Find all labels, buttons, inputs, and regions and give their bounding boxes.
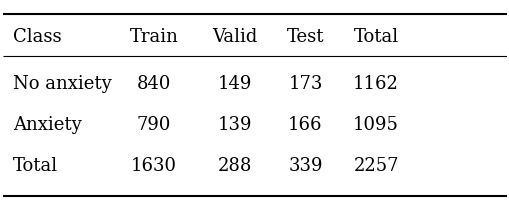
Text: No anxiety: No anxiety — [13, 75, 111, 93]
Text: 1630: 1630 — [131, 157, 177, 175]
Text: 149: 149 — [217, 75, 251, 93]
Text: 1162: 1162 — [352, 75, 398, 93]
Text: 840: 840 — [136, 75, 171, 93]
Text: 2257: 2257 — [353, 157, 398, 175]
Text: Total: Total — [353, 28, 398, 46]
Text: Valid: Valid — [212, 28, 257, 46]
Text: Total: Total — [13, 157, 58, 175]
Text: 173: 173 — [288, 75, 322, 93]
Text: 790: 790 — [136, 116, 171, 134]
Text: Class: Class — [13, 28, 62, 46]
Text: Test: Test — [286, 28, 324, 46]
Text: 288: 288 — [217, 157, 251, 175]
Text: 339: 339 — [288, 157, 322, 175]
Text: Anxiety: Anxiety — [13, 116, 81, 134]
Text: 166: 166 — [288, 116, 322, 134]
Text: 1095: 1095 — [352, 116, 398, 134]
Text: Train: Train — [129, 28, 178, 46]
Text: 139: 139 — [217, 116, 251, 134]
